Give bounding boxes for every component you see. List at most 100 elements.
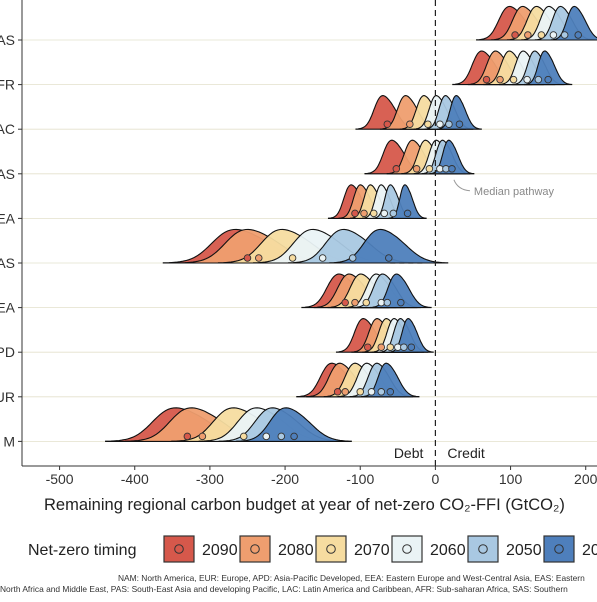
median-point-mea-2050 (383, 298, 392, 307)
median-point-afr-2060 (523, 75, 531, 84)
legend-dot-2050 (478, 544, 488, 554)
median-point-eea-2070 (370, 209, 378, 218)
median-point-lac-2060 (436, 120, 444, 128)
median-point-mea-2040 (397, 298, 405, 307)
legend-dot-2060 (402, 544, 412, 554)
median-point-apd-2050 (400, 343, 408, 351)
median-point-apd-2080 (377, 343, 386, 351)
legend-label-2060: 2060 (430, 542, 466, 559)
x-tick-label: -400 (121, 471, 149, 487)
median-point-afr-2080 (496, 75, 504, 84)
x-axis-title: Remaining regional carbon budget at year… (44, 496, 565, 514)
median-point-sas-2060 (549, 31, 558, 39)
region-label-pas: AS (0, 166, 15, 182)
median-point-mea-2090 (341, 298, 349, 307)
median-point-pas-2040 (448, 165, 456, 173)
credit-label: Credit (447, 445, 484, 461)
median-point-pas-2080 (412, 165, 421, 173)
x-tick-label: 0 (432, 471, 440, 487)
footnote: NAM: North America, EUR: Europe, APD: As… (0, 573, 585, 594)
median-point-nam-2080 (198, 432, 207, 441)
median-point-mea-2070 (362, 298, 370, 307)
x-tick-label: 100 (499, 471, 523, 487)
median-point-eea-2080 (360, 209, 368, 218)
region-label-mea: EA (0, 300, 16, 316)
footnote-line-1: NAM: North America, EUR: Europe, APD: As… (118, 573, 585, 583)
legend-label-2080: 2080 (278, 542, 314, 559)
legend-label-2070: 2070 (354, 542, 390, 559)
annotation-arrow (453, 179, 470, 192)
region-label-apd: PD (0, 344, 15, 360)
median-point-eur-2060 (367, 388, 376, 396)
median-point-eur-2090 (333, 388, 342, 396)
median-point-lac-2040 (455, 120, 464, 128)
region-label-eas: AS (0, 255, 15, 271)
legend-label-2050: 2050 (506, 542, 542, 559)
ridge-series (105, 5, 597, 442)
median-point-sas-2070 (537, 31, 546, 39)
region-label-sas: AS (0, 32, 15, 48)
x-tick-label: -500 (46, 471, 74, 487)
legend-title: Net-zero timing (28, 542, 136, 559)
median-point-sas-2040 (574, 31, 582, 39)
axes: AS FR LAC AS EA AS EA PD UR M Debt Credit Median pat… (0, 0, 597, 514)
median-point-afr-2050 (534, 75, 543, 84)
legend-label-2040: 20 (582, 542, 597, 559)
median-point-lac-2080 (406, 120, 414, 128)
median-point-nam-2060 (262, 432, 271, 441)
ridge-afr-2040 (524, 50, 573, 86)
legend-dot-2080 (250, 544, 260, 554)
median-point-eas-2050 (348, 254, 357, 262)
median-point-eas-2080 (255, 254, 263, 262)
median-point-nam-2040 (290, 432, 298, 441)
region-label-lac: LAC (0, 121, 15, 137)
region-label-afr: FR (0, 77, 15, 93)
median-point-eas-2090 (243, 254, 252, 262)
median-point-eur-2040 (386, 388, 395, 396)
median-point-afr-2090 (482, 75, 491, 84)
median-point-eur-2050 (377, 388, 386, 396)
median-point-lac-2050 (445, 120, 453, 128)
median-point-pas-2090 (392, 165, 401, 173)
region-label-nam: M (3, 433, 15, 449)
median-point-eur-2070 (356, 388, 364, 396)
median-point-eas-2060 (318, 254, 327, 262)
median-point-pas-2070 (425, 165, 434, 173)
x-tick-label: 200 (574, 471, 597, 487)
median-point-afr-2070 (509, 75, 518, 84)
median-point-eas-2040 (385, 254, 393, 262)
median-point-lac-2070 (424, 120, 432, 128)
median-point-eea-2060 (380, 209, 389, 218)
median-point-nam-2050 (277, 432, 286, 441)
legend-dot-2090 (174, 544, 184, 554)
x-tick-label: -200 (271, 471, 299, 487)
median-point-eur-2080 (341, 388, 349, 396)
median-point-eea-2040 (403, 209, 412, 218)
median-point-lac-2090 (383, 120, 392, 128)
median-point-eea-2050 (389, 209, 398, 218)
median-point-apd-2040 (407, 343, 416, 351)
median-point-sas-2050 (560, 31, 569, 39)
legend-label-2090: 2090 (202, 542, 238, 559)
legend-dot-2070 (326, 544, 336, 554)
x-tick-label: -300 (196, 471, 224, 487)
legend-dot-2040 (554, 544, 564, 554)
median-point-sas-2090 (511, 31, 519, 39)
median-point-apd-2070 (386, 343, 395, 351)
median-point-mea-2080 (351, 298, 359, 307)
x-tick-label: -100 (346, 471, 374, 487)
median-point-apd-2090 (364, 343, 372, 351)
median-point-afr-2040 (544, 75, 552, 84)
ridge-sas-2040 (550, 5, 597, 41)
median-point-nam-2090 (183, 432, 192, 441)
median-point-nam-2070 (239, 432, 248, 441)
median-point-sas-2080 (524, 31, 532, 39)
debt-label: Debt (394, 445, 424, 461)
annotation-median-pathway: Median pathway (474, 186, 555, 198)
legend: Net-zero timing 2090 2080 2070 2060 2050 20 (28, 535, 597, 563)
region-label-eea: EA (0, 210, 16, 226)
median-point-eea-2090 (351, 209, 359, 218)
footnote-line-2: North Africa and Middle East, PAS: South… (0, 584, 568, 594)
